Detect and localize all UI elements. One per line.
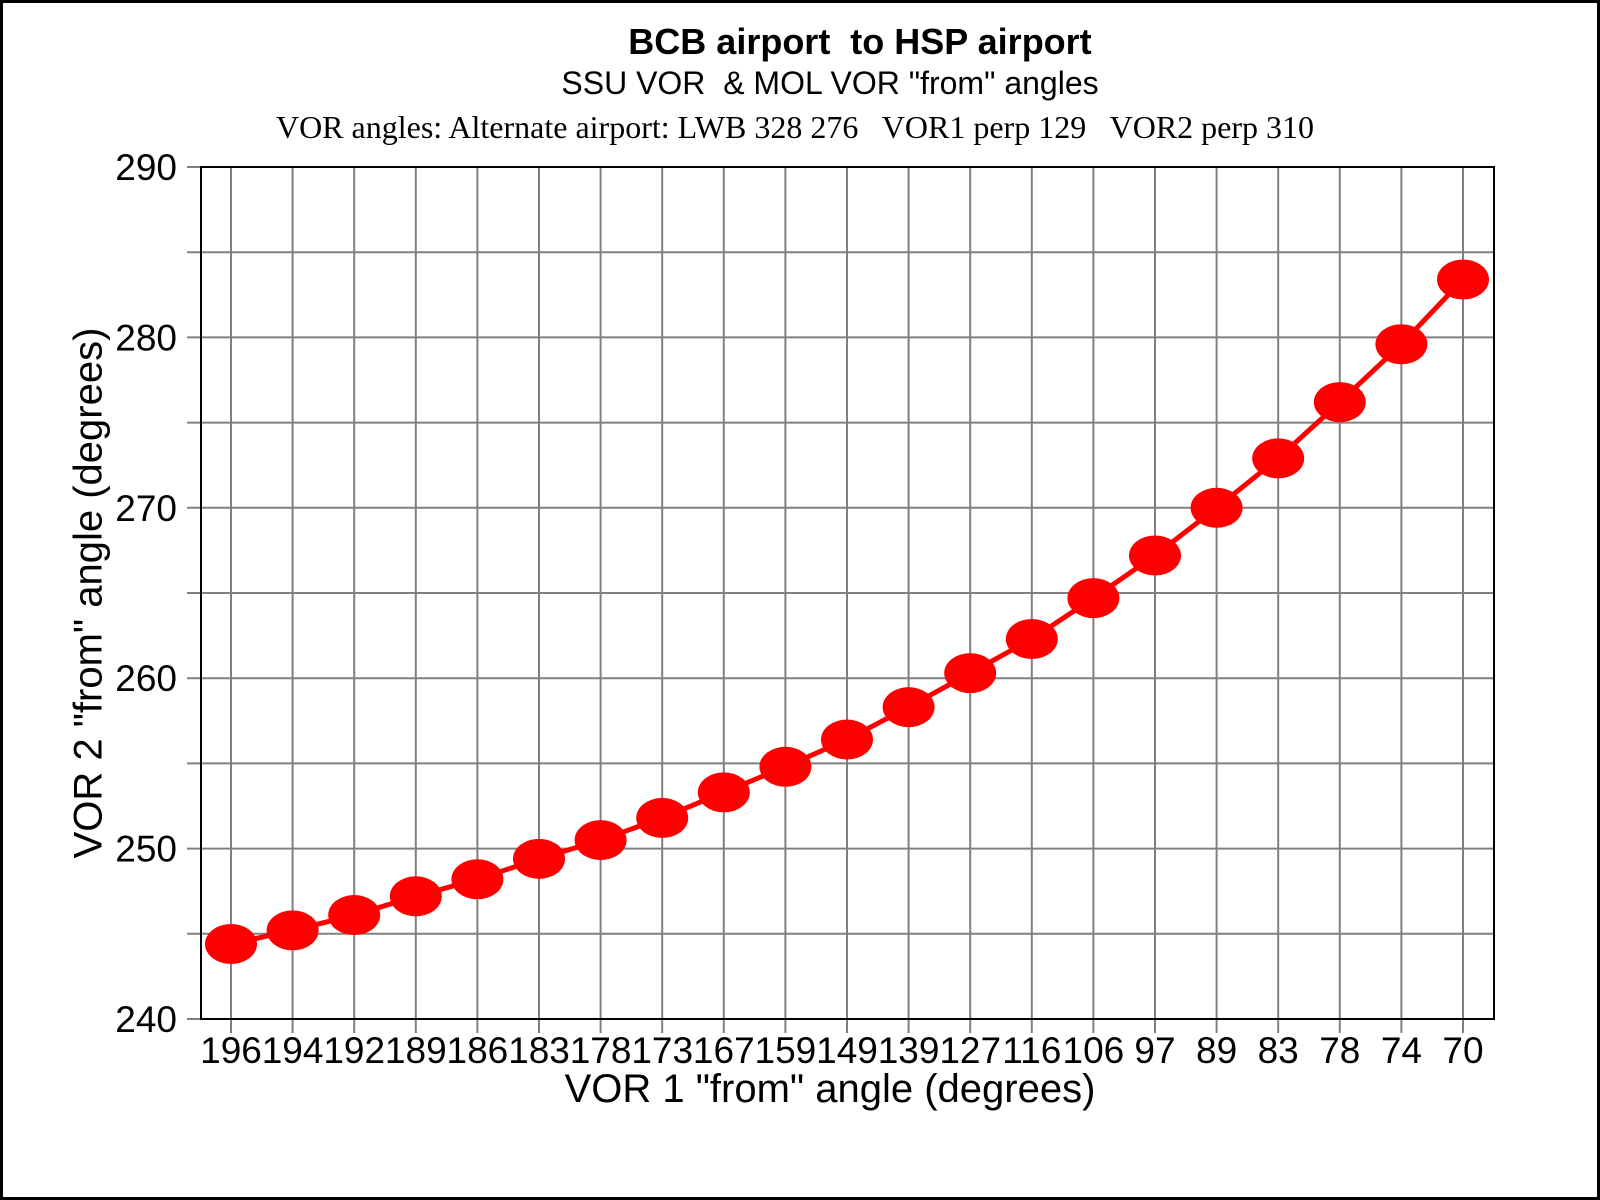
data-point-marker: [389, 876, 442, 917]
y-tick-label: 270: [115, 488, 177, 529]
x-tick-label: 173: [631, 1030, 693, 1071]
data-point-marker: [205, 924, 257, 965]
x-tick-label: 189: [385, 1030, 447, 1071]
y-tick-label: 240: [115, 999, 177, 1040]
data-point-marker: [574, 820, 627, 861]
x-tick-label: 97: [1134, 1030, 1175, 1071]
data-point-marker: [697, 772, 750, 813]
data-point-marker: [513, 838, 565, 879]
chart-subtitle: SSU VOR & MOL VOR "from" angles: [561, 65, 1099, 101]
x-tick-label: 83: [1258, 1030, 1299, 1071]
data-point-marker: [1005, 619, 1058, 660]
data-point-marker: [1437, 259, 1489, 300]
x-tick-label: 192: [323, 1030, 385, 1071]
data-point-marker: [266, 910, 319, 951]
x-tick-label: 186: [447, 1030, 509, 1071]
chart-annotation: VOR angles: Alternate airport: LWB 328 2…: [275, 109, 1315, 145]
chart-title: BCB airport to HSP airport: [628, 21, 1092, 62]
x-tick-label: 89: [1196, 1030, 1237, 1071]
data-point-marker: [882, 687, 935, 728]
x-tick-label: 106: [1063, 1030, 1125, 1071]
x-tick-label: 78: [1319, 1030, 1360, 1071]
y-tick-label: 280: [115, 317, 177, 358]
x-tick-label: 167: [693, 1030, 755, 1071]
x-tick-label: 70: [1442, 1030, 1483, 1071]
x-tick-label: 139: [878, 1030, 940, 1071]
data-point-marker: [944, 653, 997, 694]
x-tick-label: 194: [262, 1030, 324, 1071]
data-point-marker: [451, 859, 504, 900]
x-tick-label: 74: [1381, 1030, 1422, 1071]
y-tick-label: 250: [115, 829, 177, 870]
data-point-marker: [636, 797, 689, 838]
x-tick-label: 127: [939, 1030, 1001, 1071]
data-point-marker: [1067, 578, 1120, 619]
x-tick-label: 183: [508, 1030, 570, 1071]
data-point-marker: [1375, 324, 1428, 365]
data-point-marker: [1313, 382, 1366, 423]
y-tick-label: 260: [115, 658, 177, 699]
x-tick-label: 178: [570, 1030, 632, 1071]
data-point-marker: [1252, 438, 1305, 479]
data-point-marker: [759, 746, 812, 787]
data-point-marker: [821, 719, 873, 760]
data-point-marker: [328, 895, 381, 936]
x-tick-label: 116: [1002, 1030, 1061, 1071]
data-point-marker: [1190, 487, 1243, 528]
y-tick-label: 290: [115, 147, 177, 188]
x-axis-title: VOR 1 "from" angle (degrees): [564, 1067, 1096, 1111]
data-point-marker: [1129, 535, 1181, 576]
x-tick-label: 149: [816, 1030, 878, 1071]
x-tick-label: 159: [755, 1030, 817, 1071]
x-tick-label: 196: [200, 1030, 262, 1071]
plot-frame: [200, 166, 1495, 1020]
